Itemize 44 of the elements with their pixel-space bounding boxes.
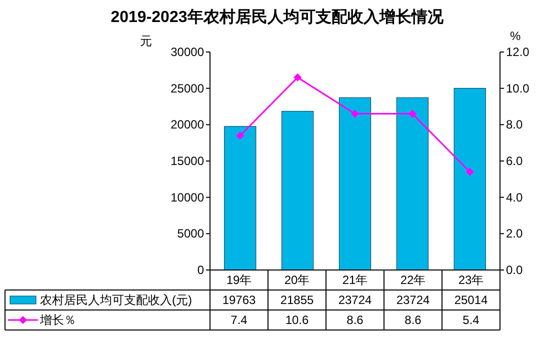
x-tick-label: 21年: [342, 273, 368, 287]
y2-tick-label: 0.0: [506, 263, 524, 277]
y-tick-label: 15000: [170, 154, 204, 168]
legend-label: 农村居民人均可支配收入(元): [40, 293, 192, 307]
x-tick-label: 22年: [400, 273, 426, 287]
y2-tick-label: 2.0: [506, 226, 524, 241]
point: [351, 110, 359, 118]
bar: [338, 97, 372, 270]
y2-tick-label: 12.0: [506, 45, 530, 59]
chart-title: 2019-2023年农村居民人均可支配收入增长情况: [110, 8, 444, 26]
y2-axis-title: %: [510, 29, 521, 43]
y2-tick-label: 4.0: [506, 190, 524, 204]
bar: [224, 126, 256, 270]
y2-tick-label: 8.0: [506, 118, 524, 132]
y-tick-label: 10000: [170, 190, 204, 204]
data-label: 19763: [222, 293, 256, 307]
y-tick-label: 30000: [170, 45, 204, 59]
data-label: 8.6: [346, 313, 364, 327]
data-label: 7.4: [230, 313, 248, 327]
data-label: 10.6: [285, 313, 309, 327]
point: [236, 132, 244, 140]
data-label: 5.4: [462, 313, 480, 327]
data-label: 21855: [280, 293, 314, 307]
point: [408, 110, 416, 118]
y-axis-title: 元: [140, 34, 152, 48]
x-tick-label: 20年: [284, 273, 310, 287]
y-tick-label: 20000: [170, 118, 204, 132]
data-label: 25014: [454, 293, 488, 307]
bar: [282, 110, 314, 270]
bar: [454, 88, 486, 270]
bar: [396, 97, 428, 270]
data-label: 8.6: [404, 313, 422, 327]
y2-tick-label: 10.0: [506, 81, 530, 96]
data-label: 23724: [396, 293, 430, 307]
y-tick-label: 25000: [170, 81, 204, 96]
x-tick-label: 19年: [226, 273, 252, 287]
point: [294, 73, 302, 82]
point: [466, 168, 474, 176]
x-tick-label: 23年: [458, 273, 484, 287]
y2-tick-label: 6.0: [506, 154, 524, 168]
legend-label: 增长％: [39, 313, 76, 327]
y-tick-label: 5000: [177, 226, 204, 241]
y-tick-label: 0: [197, 263, 204, 277]
data-label: 23724: [338, 293, 372, 307]
